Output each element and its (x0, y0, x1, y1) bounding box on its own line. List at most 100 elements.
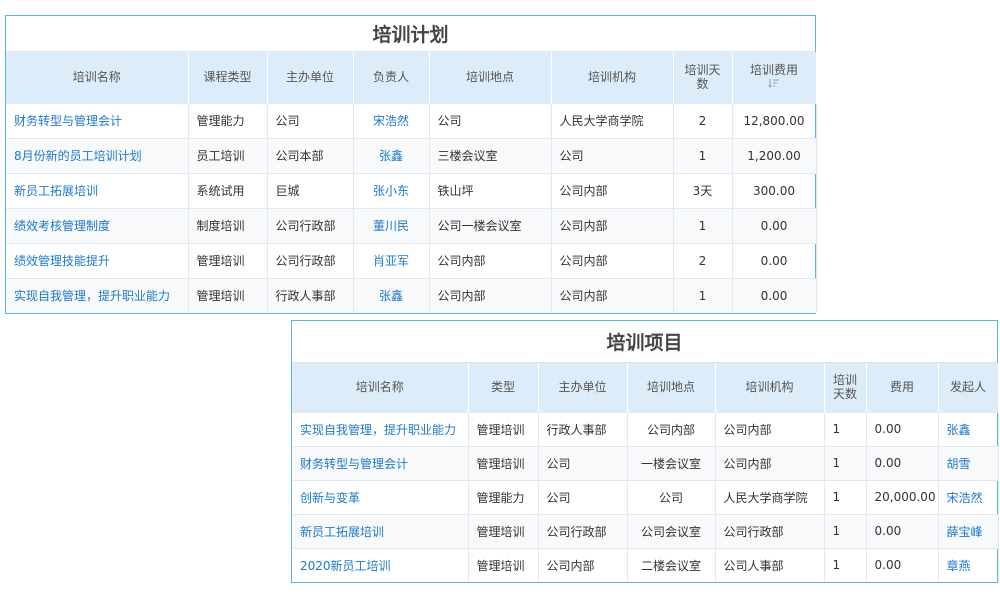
column-header-text[interactable]: 培训机构 (745, 380, 794, 395)
column-header[interactable]: 费用 (866, 363, 939, 412)
column-header[interactable]: 培训地点 (429, 52, 552, 103)
table-cell: 0.00 (732, 207, 817, 243)
table-cell: 行政人事部 (267, 277, 354, 313)
column-header[interactable]: 培训机构 (551, 52, 674, 103)
column-header[interactable]: 主办单位 (538, 363, 628, 412)
column-header[interactable]: 培训机构 (715, 363, 825, 412)
link-cell[interactable]: 2020新员工培训 (292, 547, 469, 582)
table-cell: 1 (673, 207, 733, 243)
table-cell: 1 (824, 513, 867, 548)
link-cell[interactable]: 绩效考核管理制度 (6, 207, 189, 243)
link-cell[interactable]: 薛宝峰 (938, 513, 999, 548)
column-header[interactable]: 培训费用 (732, 52, 817, 103)
column-header-text[interactable]: 培训机构 (587, 70, 636, 85)
table-cell: 公司 (429, 102, 552, 138)
column-header[interactable]: 发起人 (938, 363, 999, 412)
table-cell: 0.00 (732, 277, 817, 313)
column-header-text[interactable]: 培训费用 (749, 63, 798, 78)
column-header-text[interactable]: 发起人 (949, 380, 986, 395)
link-cell[interactable]: 张鑫 (938, 411, 999, 446)
table-cell: 公司本部 (267, 137, 354, 173)
table-cell: 管理能力 (188, 102, 268, 138)
table-cell: 三楼会议室 (429, 137, 552, 173)
table-cell: 公司内部 (429, 242, 552, 278)
table-row: 8月份新的员工培训计划 员工培训 公司本部 张鑫 三楼会议室 公司 1 1,200.00 (6, 137, 817, 173)
table-cell: 1 (824, 411, 867, 446)
link-cell[interactable]: 肖亚军 (353, 242, 430, 278)
table-row: 财务转型与管理会计 管理培训 公司 一楼会议室 公司内部 1 0.00 胡雪 (292, 445, 999, 480)
table-cell: 公司内部 (627, 411, 716, 446)
table-cell: 0.00 (732, 242, 817, 278)
table-cell: 人民大学商学院 (551, 102, 674, 138)
column-header[interactable]: 培训天数 (824, 363, 867, 412)
table-row: 绩效考核管理制度 制度培训 公司行政部 董川民 公司一楼会议室 公司内部 1 0.00 (6, 207, 817, 243)
link-cell[interactable]: 张鑫 (353, 137, 430, 173)
table-cell: 1 (673, 277, 733, 313)
table-cell: 公司 (551, 137, 674, 173)
link-cell[interactable]: 创新与变革 (292, 479, 469, 514)
table-cell: 系统试用 (188, 172, 268, 208)
column-header-text[interactable]: 类型 (490, 380, 515, 395)
column-header[interactable]: 培训地点 (627, 363, 716, 412)
link-cell[interactable]: 财务转型与管理会计 (292, 445, 469, 480)
table-row: 绩效管理技能提升 管理培训 公司行政部 肖亚军 公司内部 公司内部 2 0.00 (6, 242, 817, 278)
column-header-text[interactable]: 培训名称 (72, 70, 121, 85)
table-row: 实现自我管理，提升职业能力 管理培训 行政人事部 张鑫 公司内部 公司内部 1 0.00 (6, 277, 817, 313)
table-cell: 1 (673, 137, 733, 173)
column-header[interactable]: 培训名称 (6, 52, 189, 103)
column-header[interactable]: 培训名称 (292, 363, 469, 412)
table-cell: 3天 (673, 172, 733, 208)
column-header[interactable]: 负责人 (353, 52, 430, 103)
table-cell: 管理能力 (468, 479, 539, 514)
table-cell: 一楼会议室 (627, 445, 716, 480)
table-cell: 公司人事部 (715, 547, 825, 582)
table-cell: 300.00 (732, 172, 817, 208)
link-cell[interactable]: 张小东 (353, 172, 430, 208)
column-header-text[interactable]: 培训名称 (355, 380, 404, 395)
column-header-text[interactable]: 培训地点 (465, 70, 514, 85)
table-cell: 1 (824, 547, 867, 582)
column-header-text[interactable]: 主办单位 (285, 70, 334, 85)
link-cell[interactable]: 宋浩然 (353, 102, 430, 138)
column-header-text[interactable]: 培训天数 (832, 373, 857, 402)
link-cell[interactable]: 实现自我管理，提升职业能力 (6, 277, 189, 313)
link-cell[interactable]: 新员工拓展培训 (6, 172, 189, 208)
link-cell[interactable]: 8月份新的员工培训计划 (6, 137, 189, 173)
link-cell[interactable]: 财务转型与管理会计 (6, 102, 189, 138)
table-cell: 公司行政部 (538, 513, 628, 548)
link-cell[interactable]: 胡雪 (938, 445, 999, 480)
table-cell: 1 (824, 445, 867, 480)
column-header-text[interactable]: 主办单位 (558, 380, 607, 395)
table-cell: 20,000.00 (866, 479, 939, 514)
column-header-text[interactable]: 费用 (889, 380, 914, 395)
column-header[interactable]: 类型 (468, 363, 539, 412)
column-header-text[interactable]: 课程类型 (203, 70, 252, 85)
link-cell[interactable]: 董川民 (353, 207, 430, 243)
table-cell: 行政人事部 (538, 411, 628, 446)
link-cell[interactable]: 张鑫 (353, 277, 430, 313)
link-cell[interactable]: 新员工拓展培训 (292, 513, 469, 548)
link-cell[interactable]: 绩效管理技能提升 (6, 242, 189, 278)
column-header-text[interactable]: 负责人 (372, 70, 409, 85)
link-cell[interactable]: 实现自我管理，提升职业能力 (292, 411, 469, 446)
table-body: 实现自我管理，提升职业能力 管理培训 行政人事部 公司内部 公司内部 1 0.00 张鑫 财务转… (292, 411, 999, 582)
column-header[interactable]: 课程类型 (188, 52, 268, 103)
sort-icon[interactable] (768, 78, 780, 88)
table-panel: 培训项目培训名称 类型 主办单位 培训地点 培训机构 培训天数 费用 发起人实现自我管理，提升… (291, 320, 999, 583)
table-cell: 公司行政部 (267, 242, 354, 278)
column-header-text[interactable]: 培训天数 (684, 63, 721, 92)
table-cell: 1 (824, 479, 867, 514)
table-panel: 培训计划 培训名称 课程类型 主办单位 负责人 培训地点 培训机构 培训天数 培训费用 财务转型与… (5, 15, 817, 314)
table-cell: 1,200.00 (732, 137, 817, 173)
link-cell[interactable]: 章燕 (938, 547, 999, 582)
header-row: 培训名称 课程类型 主办单位 负责人 培训地点 培训机构 培训天数 培训费用 (6, 52, 817, 103)
table-cell: 公司 (538, 445, 628, 480)
table-cell: 管理培训 (468, 411, 539, 446)
link-cell[interactable]: 宋浩然 (938, 479, 999, 514)
column-header[interactable]: 主办单位 (267, 52, 354, 103)
column-header-text[interactable]: 培训地点 (646, 380, 695, 395)
column-header[interactable]: 培训天数 (673, 52, 733, 103)
table-row: 新员工拓展培训 系统试用 巨城 张小东 铁山坪 公司内部 3天 300.00 (6, 172, 817, 208)
table-title: 培训项目 (292, 321, 997, 363)
